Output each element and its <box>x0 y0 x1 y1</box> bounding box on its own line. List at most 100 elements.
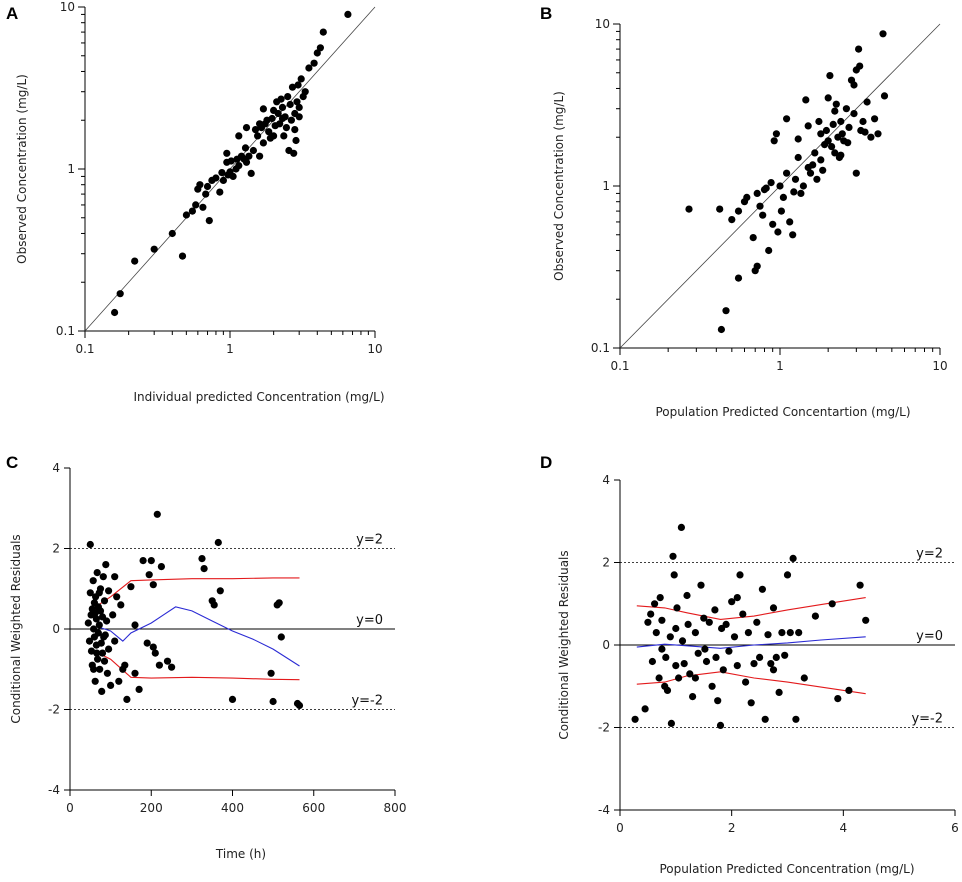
panel-a-data-point <box>219 176 227 184</box>
panel-d-data-point <box>756 653 764 662</box>
panel-d-data-point <box>789 554 797 563</box>
panel-a-x-tick-label: 10 <box>367 342 382 356</box>
panel-b-data-point <box>728 216 736 224</box>
panel-d-data-point <box>742 678 750 686</box>
panel-a-data-point <box>116 290 124 298</box>
panel-b-data-point <box>863 98 871 106</box>
panel-d-data-point <box>730 633 739 641</box>
panel-a-data-point <box>241 144 250 152</box>
panel-a-data-point <box>254 132 262 140</box>
panel-b-y-tick-label: 1 <box>602 179 610 193</box>
panel-c-data-point <box>149 581 157 589</box>
panel-a-data-point <box>216 188 224 196</box>
panel-d-data-point <box>667 719 676 728</box>
panel-c-data-point <box>94 629 102 637</box>
panel-d-data-point <box>672 624 680 633</box>
panel-d-data-point <box>722 620 730 629</box>
panel-a-y-tick-label: 0.1 <box>56 324 75 338</box>
panel-b-data-point <box>831 107 839 115</box>
panel-c-trend-median <box>98 606 300 667</box>
panel-d-data-point <box>675 674 683 682</box>
panel-b-data-point <box>789 231 797 239</box>
panel-d-data-point <box>862 616 870 624</box>
panel-a-data-point <box>259 139 267 147</box>
panel-b-data-point <box>837 117 845 126</box>
panel-d-data-point <box>689 693 697 701</box>
panel-c-data-point <box>91 609 99 617</box>
panel-d-data-point <box>683 591 691 600</box>
panel-c-x-tick-label: 800 <box>384 801 407 815</box>
panel-b-data-point <box>759 211 767 219</box>
panel-d-data-point <box>711 606 719 614</box>
panel-a-data-point <box>218 169 226 177</box>
panel-b-data-point <box>765 246 773 255</box>
panel-b-data-point <box>717 325 726 334</box>
panel-c-data-point <box>131 621 139 629</box>
panel-c-data-point <box>151 649 159 657</box>
panel-d-data-point <box>758 585 767 593</box>
panel-b-data-point <box>845 123 853 131</box>
panel-c-data-point <box>139 557 147 565</box>
panel-a-data-point <box>227 157 235 165</box>
panel-c-data-point <box>85 637 94 645</box>
panel-d-data-point <box>750 660 758 668</box>
panel-c-data-point <box>86 540 94 549</box>
panel-c-data-point <box>277 633 285 641</box>
panel-c-data-point <box>102 561 110 569</box>
panel-d-data-point <box>719 666 727 674</box>
panel-b-data-point <box>734 274 743 282</box>
panel-a-data-point <box>235 132 243 140</box>
panel-c-data-point <box>93 569 101 577</box>
panel-d-y-tick-label: 2 <box>602 556 610 570</box>
panel-c-data-point <box>119 665 127 673</box>
panel-b-data-point <box>804 122 812 130</box>
panel-d-data-point <box>845 686 853 695</box>
panel-c-data-point <box>90 625 98 633</box>
panel-d-ref-label: y=-2 <box>911 712 943 727</box>
panel-d-data-point <box>673 604 681 612</box>
panel-d-data-point <box>733 662 741 670</box>
panel-b-data-point <box>790 188 798 196</box>
panel-d-data-point <box>658 616 666 624</box>
panel-a-data-point <box>182 211 190 219</box>
panel-b-data-point <box>826 72 834 80</box>
panel-c-data-point <box>92 615 100 623</box>
panel-c-data-point <box>98 687 106 696</box>
panel-d-data-point <box>678 637 687 645</box>
panel-c-data-point <box>105 587 113 595</box>
panel-a-data-point <box>319 28 327 36</box>
panel-b-data-point <box>824 137 832 145</box>
panel-b-data-point <box>770 137 778 145</box>
panel-d-data-point <box>714 697 722 705</box>
panel-d-data-point <box>651 600 659 608</box>
panel-d-data-point <box>728 598 736 606</box>
panel-d-data-point <box>725 647 733 655</box>
panel-b-data-point <box>850 81 858 89</box>
panel-c-data-point <box>198 555 206 563</box>
panel-c-data-point <box>105 645 113 653</box>
panel-c-data-point <box>96 665 104 673</box>
panel-d-data-point <box>712 653 720 662</box>
panel-b-data-point <box>855 45 863 53</box>
panel-c-trend-upper <box>98 577 300 606</box>
panel-b-data-point <box>819 166 827 174</box>
panel-c-data-point <box>157 563 165 571</box>
panel-a-data-point <box>223 149 231 157</box>
panel-c-data-point <box>113 593 121 601</box>
panel-c-data-point <box>200 565 208 573</box>
panel-d-data-point <box>856 581 864 589</box>
panel-d-data-point <box>697 581 705 589</box>
panel-c-data-point <box>147 557 155 565</box>
panel-b-data-point <box>829 120 837 128</box>
panel-a-data-point <box>292 136 300 145</box>
panel-a-data-point <box>294 81 302 89</box>
panel-c-data-point <box>145 571 153 579</box>
panel-b-data-point <box>743 193 751 201</box>
panel-a-data-point <box>290 149 298 157</box>
panel-c-x-axis-title: Time (h) <box>215 847 266 861</box>
panel-d-data-point <box>669 552 677 560</box>
panel-b-data-point <box>783 169 791 177</box>
panel-a-y-tick-label: 10 <box>60 0 75 14</box>
panel-a-x-tick-label: 0.1 <box>75 342 94 356</box>
panel-a-data-point <box>212 174 220 182</box>
